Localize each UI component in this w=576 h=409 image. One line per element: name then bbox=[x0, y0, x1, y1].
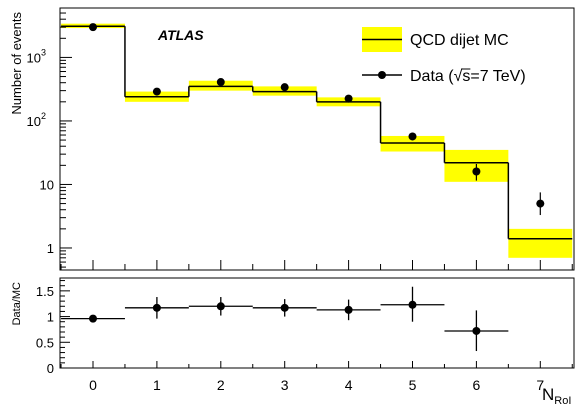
main-y-tick-label-base: 10 bbox=[27, 114, 41, 129]
data-point-5 bbox=[408, 132, 417, 141]
mc-histogram bbox=[61, 25, 573, 240]
mc-band-bin-5 bbox=[380, 135, 445, 152]
legend-data-sqrt: √ bbox=[454, 68, 463, 85]
mc-band-bin-7 bbox=[508, 228, 573, 258]
ratio-y-axis-label: Data/MC bbox=[11, 282, 23, 325]
x-axis-label-sub: RoI bbox=[554, 395, 571, 407]
ratio-y-tick-label-1: 1 bbox=[47, 310, 54, 325]
legend-data-marker bbox=[378, 71, 386, 79]
x-tick-label-0: 0 bbox=[89, 377, 97, 393]
x-tick-label-6: 6 bbox=[473, 377, 481, 393]
data-point-6 bbox=[472, 167, 481, 176]
ratio-point-2 bbox=[216, 302, 225, 311]
mc-uncertainty-bands bbox=[61, 23, 573, 258]
ratio-y-tick-label-1.5: 1.5 bbox=[36, 284, 54, 299]
x-axis-label-main: N bbox=[542, 385, 554, 404]
data-point-4 bbox=[344, 94, 353, 103]
ratio-y-tick-label-0: 0 bbox=[47, 361, 54, 376]
data-point-2 bbox=[216, 78, 225, 87]
x-axis-label: NRoI bbox=[542, 385, 571, 407]
data-point-3 bbox=[280, 83, 289, 92]
main-y-tick-label-base: 1 bbox=[47, 241, 54, 256]
legend-data-suffix: s=7 TeV) bbox=[462, 68, 525, 85]
x-tick-label-1: 1 bbox=[153, 377, 161, 393]
legend-data-label: Data (√s=7 TeV) bbox=[410, 68, 526, 85]
data-point-7 bbox=[536, 199, 545, 208]
main-y-tick-label-exponent: 3 bbox=[41, 47, 46, 57]
main-y-tick-label-10: 10 bbox=[40, 177, 54, 192]
data-point-0 bbox=[89, 23, 97, 32]
atlas-label: ATLAS bbox=[157, 27, 204, 43]
legend-mc-label: QCD dijet MC bbox=[410, 32, 509, 49]
x-tick-label-3: 3 bbox=[281, 377, 289, 393]
legend-data-prefix: Data ( bbox=[410, 68, 454, 85]
ratio-x-ticks: 0 1 2 3 4 5 6 7 bbox=[60, 361, 573, 393]
x-tick-label-7: 7 bbox=[536, 377, 544, 393]
ratio-point-6 bbox=[472, 326, 481, 335]
ratio-point-3 bbox=[280, 303, 289, 312]
main-y-tick-label-exponent: 2 bbox=[41, 111, 46, 121]
x-tick-label-5: 5 bbox=[409, 377, 417, 393]
ratio-point-0 bbox=[89, 314, 97, 323]
ratio-y-tick-label-0.5: 0.5 bbox=[36, 335, 54, 350]
data-points bbox=[89, 23, 545, 216]
x-tick-label-4: 4 bbox=[345, 377, 353, 393]
main-x-ticks bbox=[60, 260, 573, 270]
main-y-tick-label-1000: 103 bbox=[27, 47, 46, 65]
legend: QCD dijet MC Data (√s=7 TeV) bbox=[362, 27, 526, 85]
main-y-tick-label-100: 102 bbox=[27, 111, 46, 129]
x-tick-label-2: 2 bbox=[217, 377, 225, 393]
ratio-point-1 bbox=[152, 303, 161, 312]
main-y-tick-label-1: 1 bbox=[47, 241, 54, 256]
ratio-point-4 bbox=[344, 305, 353, 314]
ratio-point-5 bbox=[408, 300, 417, 309]
ratio-points bbox=[61, 286, 509, 352]
ratio-panel: 0 0.5 1 1.5 0 1 2 3 4 5 6 7 Data/MC NRoI bbox=[11, 277, 575, 407]
main-y-tick-label-base: 10 bbox=[27, 50, 41, 65]
ratio-y-ticks: 0 0.5 1 1.5 bbox=[36, 280, 70, 376]
data-point-1 bbox=[152, 87, 161, 96]
main-y-tick-label-base: 10 bbox=[40, 177, 54, 192]
ratio-plot-frame bbox=[59, 277, 575, 369]
main-y-axis-label: Number of events bbox=[9, 12, 24, 115]
